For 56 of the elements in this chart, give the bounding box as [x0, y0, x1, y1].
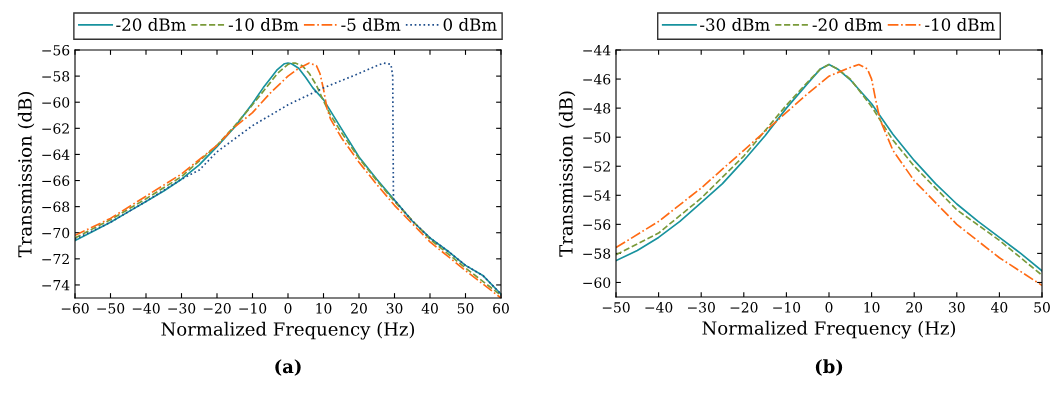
y-tick-label: −48 — [583, 103, 611, 114]
x-tick-label: 40 — [990, 302, 1008, 313]
x-tick-label: 50 — [457, 303, 474, 314]
legend-label: -10 dBm — [228, 18, 299, 31]
y-tick-label: −54 — [583, 190, 611, 201]
x-tick-label: −50 — [97, 303, 125, 314]
y-axis-title: Transmission (dB) — [17, 92, 35, 258]
x-tick-label: −40 — [645, 302, 673, 313]
x-tick-label: −30 — [168, 303, 196, 314]
legend-label: -5 dBm — [341, 18, 401, 31]
x-tick-label: −10 — [773, 302, 801, 313]
x-tick-label: 30 — [386, 303, 403, 314]
y-tick-label: −72 — [42, 253, 69, 265]
y-tick-label: −60 — [583, 277, 611, 288]
y-tick-label: −58 — [583, 248, 611, 259]
y-tick-label: −52 — [583, 161, 610, 172]
x-tick-label: 20 — [906, 302, 923, 313]
x-tick-label: 0 — [825, 302, 833, 313]
y-tick-label: −68 — [42, 201, 70, 213]
x-tick-label: 20 — [351, 303, 367, 314]
y-tick-label: −56 — [583, 219, 611, 230]
text: (b) — [815, 359, 843, 376]
x-tick-label: 10 — [316, 303, 332, 314]
y-tick-label: −74 — [42, 279, 70, 291]
x-tick-label: 60 — [493, 303, 509, 314]
x-axis-title: Normalized Frequency (Hz) — [702, 320, 956, 339]
x-tick-label: 30 — [949, 302, 965, 313]
y-tick-label: −50 — [583, 132, 611, 143]
y-tick-label: −64 — [42, 149, 70, 160]
legend-label: -20 dBm — [116, 18, 186, 31]
x-tick-label: 50 — [1034, 302, 1050, 313]
x-tick-label: 40 — [421, 303, 438, 314]
y-tick-label: −58 — [42, 71, 70, 82]
x-tick-label: −40 — [132, 303, 160, 314]
y-tick-label: −62 — [42, 123, 69, 134]
x-tick-label: −10 — [239, 303, 267, 314]
x-tick-label: 10 — [864, 302, 880, 313]
y-tick-label: −66 — [42, 175, 70, 186]
x-tick-label: −20 — [730, 302, 758, 313]
x-tick-label: −30 — [688, 302, 715, 313]
y-tick-label: −46 — [583, 74, 611, 85]
legend-label: -20 dBm — [812, 18, 883, 31]
x-tick-label: 0 — [284, 303, 292, 314]
x-tick-label: −50 — [602, 302, 630, 313]
y-tick-label: −60 — [42, 97, 70, 108]
y-tick-label: −70 — [42, 227, 70, 239]
y-axis-title: Transmission (dB) — [558, 91, 576, 257]
legend-label: -10 dBm — [925, 18, 995, 31]
legend-label: -30 dBm — [700, 18, 770, 31]
text: (a) — [275, 359, 301, 376]
x-axis-title: Normalized Frequency (Hz) — [161, 321, 415, 340]
x-tick-label: −60 — [61, 303, 89, 314]
legend-label: 0 dBm — [443, 18, 497, 31]
y-tick-label: −56 — [42, 44, 70, 56]
x-tick-label: −20 — [203, 303, 231, 314]
y-tick-label: −44 — [583, 44, 611, 56]
